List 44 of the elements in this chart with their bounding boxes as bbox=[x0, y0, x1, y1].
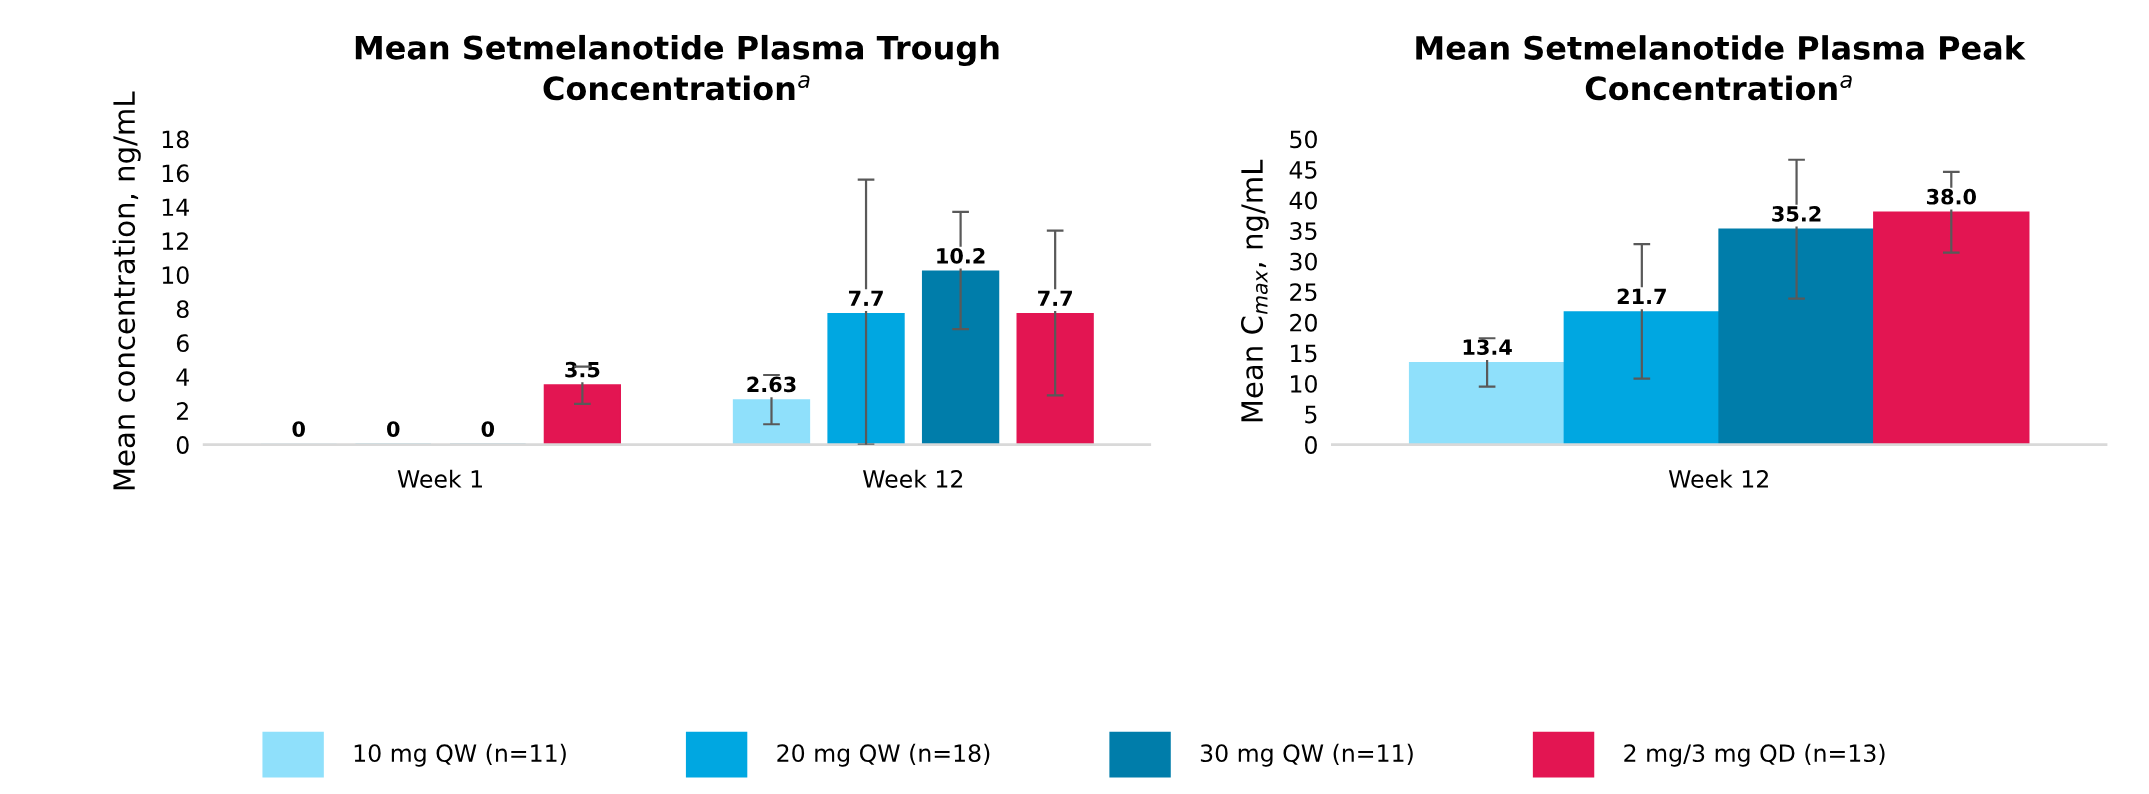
y-tick-label: 2 bbox=[176, 402, 188, 420]
data-label: 2.63 bbox=[747, 376, 796, 393]
chart-title: Mean Setmelanotide Plasma Trough Concentration$^{a}$ bbox=[355, 34, 999, 101]
data-label: 38.0 bbox=[1926, 188, 1976, 205]
y-tick-label: 20 bbox=[1290, 313, 1317, 332]
data-label: 7.7 bbox=[848, 290, 883, 306]
data-label: 0 bbox=[292, 421, 305, 437]
y-tick-label: 6 bbox=[176, 334, 189, 353]
data-label: 35.2 bbox=[1772, 205, 1821, 222]
y-tick-label: 50 bbox=[1290, 130, 1317, 149]
y-tick-label: 14 bbox=[162, 198, 189, 216]
data-label: 21.7 bbox=[1617, 288, 1666, 304]
y-tick-label: 40 bbox=[1289, 191, 1317, 210]
y-tick-label: 25 bbox=[1290, 283, 1317, 302]
x-tick-label: Week 12 bbox=[862, 469, 963, 488]
y-tick-label: 30 bbox=[1290, 252, 1317, 271]
x-tick-label: Week 12 bbox=[1668, 469, 1768, 488]
y-tick-label: 15 bbox=[1291, 344, 1317, 363]
data-label: 10.2 bbox=[937, 247, 985, 264]
y-tick-label: 10 bbox=[162, 266, 189, 285]
data-label: 0 bbox=[387, 421, 400, 437]
data-label: 7.7 bbox=[1038, 290, 1072, 306]
legend-label: 20 mg QW (n=18) bbox=[777, 743, 990, 767]
y-tick-label: 12 bbox=[162, 232, 188, 250]
y-tick-label: 10 bbox=[1291, 374, 1317, 393]
y-tick-label: 45 bbox=[1289, 161, 1317, 179]
y-tick-label: 8 bbox=[176, 300, 189, 319]
data-label: 3.5 bbox=[565, 361, 600, 378]
legend-label: 30 mg QW (n=11) bbox=[1200, 743, 1413, 767]
data-label: 0 bbox=[481, 421, 495, 437]
y-tick-label: 0 bbox=[176, 436, 189, 454]
y-axis-title: Mean concentration, ng/mL bbox=[112, 91, 141, 490]
y-tick-label: 18 bbox=[162, 130, 189, 149]
y-tick-label: 16 bbox=[162, 164, 189, 183]
x-tick-label: Week 1 bbox=[397, 469, 482, 488]
y-tick-label: 4 bbox=[176, 368, 189, 386]
y-tick-label: 5 bbox=[1305, 405, 1317, 424]
y-tick-label: 0 bbox=[1305, 436, 1317, 454]
chart-title: Mean Setmelanotide Plasma Peak Concentration$^{a}$ bbox=[1416, 35, 2026, 101]
data-label: 13.4 bbox=[1463, 339, 1512, 356]
y-axis-title: Mean C$_{max}$, ng/mL bbox=[1241, 159, 1269, 422]
legend-label: 10 mg QW (n=11) bbox=[354, 743, 566, 767]
y-tick-label: 35 bbox=[1290, 222, 1317, 240]
legend-label: 2 mg/3 mg QD (n=13) bbox=[1624, 743, 1885, 767]
